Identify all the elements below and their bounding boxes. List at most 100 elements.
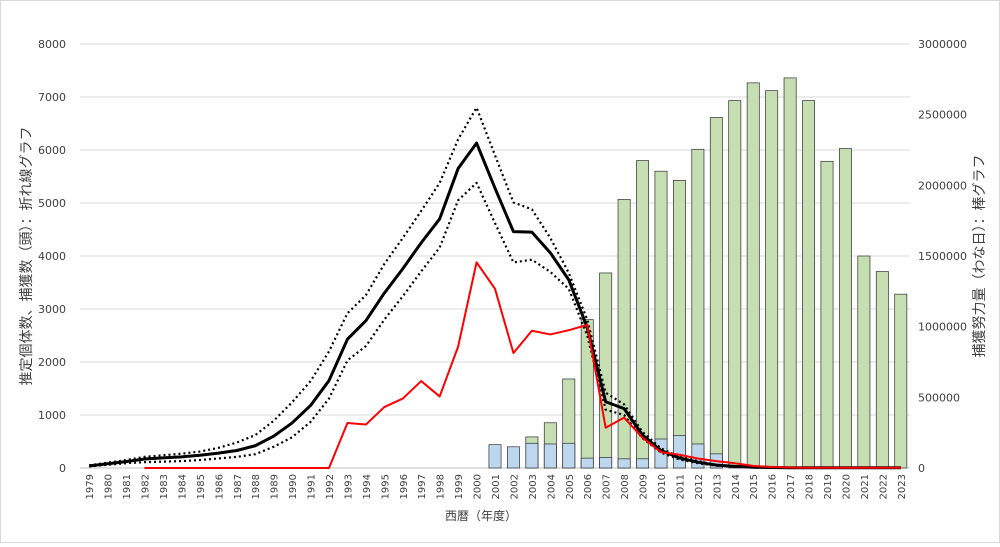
y-left-tick-label: 8000	[38, 38, 66, 51]
x-tick-label: 1984	[177, 474, 188, 499]
x-tick-label: 1987	[233, 474, 244, 499]
x-tick-label: 1985	[196, 474, 207, 499]
x-tick-label: 2008	[620, 474, 631, 499]
x-tick-label: 2002	[509, 474, 520, 499]
x-tick-label: 1990	[288, 474, 299, 499]
x-tick-label: 1998	[436, 474, 447, 499]
y-right-tick-label: 2000000	[918, 179, 967, 192]
x-tick-labels: 1979 1980 1981 1982 1983 1984 1985 1986 1987 1988…	[85, 474, 908, 499]
x-tick-label: 2015	[749, 474, 760, 499]
bar-effort-green	[802, 100, 815, 469]
bar-effort-green	[599, 272, 613, 469]
y-left-tick-label: 7000	[38, 91, 66, 104]
bar-effort-blue	[507, 446, 520, 469]
bar-effort-blue	[636, 458, 649, 469]
bar-effort-green	[765, 90, 779, 469]
y-left-tick-label: 1000	[38, 409, 66, 422]
x-tick-label: 2000	[473, 474, 484, 499]
y-left-tick-label: 3000	[38, 303, 66, 316]
y-left-tick-labels: 0 1000 2000 3000 4000 5000 6000 7000 8000	[38, 38, 66, 475]
y-right-tick-label: 1000000	[918, 321, 967, 334]
x-tick-label: 2009	[639, 474, 650, 499]
x-tick-label: 1992	[325, 474, 336, 499]
x-tick-label: 2003	[528, 474, 539, 499]
bar-effort-green	[654, 170, 668, 469]
y-right-tick-label: 500000	[918, 391, 960, 404]
bar-effort-green	[820, 160, 834, 469]
bar-effort-green	[691, 148, 705, 469]
x-tick-label: 2006	[583, 474, 594, 499]
y-right-axis-title: 捕獲努力量（わな日）：棒グラフ	[972, 155, 988, 358]
y-left-axis-title: 推定個体数、捕獲数（頭）：折れ線グラフ	[19, 127, 35, 386]
x-tick-label: 1995	[380, 474, 391, 499]
line-estimate-lower	[89, 181, 901, 469]
bar-effort-green	[709, 117, 723, 469]
bar-effort-blue	[617, 458, 631, 469]
x-tick-label: 1999	[454, 474, 465, 499]
y-right-tick-label: 0	[918, 462, 925, 475]
x-tick-label: 2007	[602, 474, 613, 499]
x-tick-label: 1989	[270, 474, 281, 499]
bar-effort-green	[857, 255, 871, 469]
x-tick-label: 1986	[214, 474, 225, 499]
x-tick-label: 2023	[897, 474, 908, 499]
x-tick-label: 1981	[122, 474, 133, 499]
bar-effort-blue	[562, 442, 576, 469]
x-tick-label: 1988	[251, 474, 262, 499]
bar-effort-green	[875, 271, 889, 469]
bar-effort-blue	[673, 435, 686, 469]
y-right-tick-label: 2500000	[918, 109, 967, 122]
lines-population	[89, 106, 901, 470]
bar-effort-blue	[599, 457, 613, 469]
x-tick-label: 2005	[565, 474, 576, 499]
x-tick-label: 1993	[343, 474, 354, 499]
bar-effort-green	[746, 82, 760, 469]
y-left-tick-label: 5000	[38, 197, 66, 210]
bar-effort-green	[617, 199, 631, 469]
x-tick-label: 1983	[159, 474, 170, 499]
bar-effort-blue	[580, 457, 594, 469]
x-tick-label: 1982	[141, 474, 152, 499]
line-captures	[144, 261, 901, 469]
x-tick-label: 2001	[491, 474, 502, 499]
x-tick-label: 2016	[768, 474, 779, 499]
bar-effort-blue	[488, 444, 502, 469]
x-tick-label: 1997	[417, 474, 428, 499]
bar-effort-green	[783, 77, 797, 469]
x-tick-label: 2021	[860, 474, 871, 499]
x-tick-label: 2022	[878, 474, 889, 499]
y-right-tick-label: 3000000	[918, 38, 967, 51]
bars-effort	[488, 77, 908, 469]
x-tick-label: 2014	[731, 474, 742, 499]
x-tick-label: 2010	[657, 474, 668, 499]
x-tick-label: 1979	[85, 474, 96, 499]
bar-effort-blue	[543, 443, 557, 469]
x-tick-label: 1994	[362, 474, 373, 499]
y-left-tick-label: 6000	[38, 144, 66, 157]
x-tick-label: 2011	[675, 474, 686, 499]
x-tick-label: 1996	[399, 474, 410, 499]
x-tick-label: 1980	[104, 474, 115, 499]
x-tick-label: 2004	[546, 474, 557, 499]
x-tick-label: 2020	[841, 474, 852, 499]
x-tick-label: 2017	[786, 474, 797, 499]
bar-effort-green	[673, 180, 686, 469]
y-left-tick-label: 0	[59, 462, 66, 475]
x-tick-label: 2013	[712, 474, 723, 499]
bar-effort-green	[636, 160, 649, 469]
y-right-tick-label: 1500000	[918, 250, 967, 263]
x-tick-label: 2019	[823, 474, 834, 499]
bar-effort-green	[728, 100, 742, 469]
y-left-tick-label: 2000	[38, 356, 66, 369]
x-tick-label: 2018	[805, 474, 816, 499]
bar-effort-green	[839, 148, 852, 469]
y-left-tick-label: 4000	[38, 250, 66, 263]
y-right-tick-labels: 0 500000 1000000 1500000 2000000 2500000 30000…	[918, 38, 967, 475]
bar-effort-blue	[525, 442, 539, 469]
bar-effort-green	[894, 293, 908, 469]
x-tick-label: 1991	[307, 474, 318, 499]
x-tick-label: 2012	[694, 474, 705, 499]
x-axis-title: 西暦（年度）	[445, 508, 517, 523]
